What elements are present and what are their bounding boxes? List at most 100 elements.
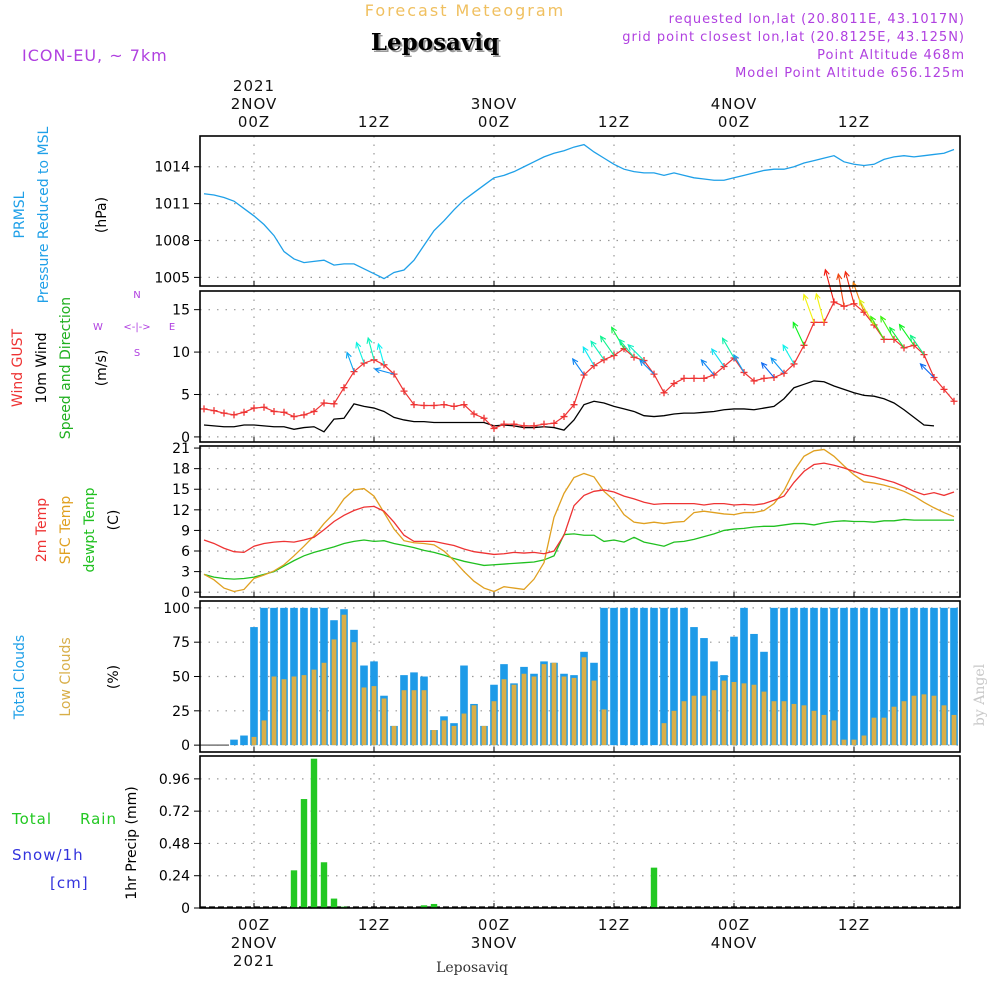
total-cloud-bar	[850, 607, 858, 746]
cloud-label-total: Total Clouds	[12, 635, 28, 720]
gust-marker	[850, 300, 858, 308]
total-cloud-bar	[250, 627, 258, 746]
low-cloud-bar	[431, 730, 437, 746]
total-cloud-bar	[840, 607, 848, 746]
gust-marker	[280, 408, 288, 416]
low-cloud-bar	[861, 735, 867, 746]
gust-marker	[610, 351, 618, 359]
temp-label-sfc: SFC Temp	[58, 496, 74, 565]
low-cloud-bar	[311, 669, 317, 746]
wind-vector-head	[792, 321, 799, 329]
temp-label-2m: 2m Temp	[34, 498, 50, 562]
wind-vector	[733, 354, 745, 373]
pressure-label-msl: Pressure Reduced to MSL	[36, 126, 52, 303]
bottom-time-label: 12Z	[598, 916, 630, 934]
y-tick-label-1-1: 5	[181, 387, 190, 403]
low-cloud-bar	[411, 690, 417, 746]
total-cloud-bar	[460, 665, 468, 746]
model-altitude: Model Point Altitude 656.125m	[735, 66, 965, 81]
gust-marker	[890, 335, 898, 343]
low-cloud-bar	[381, 698, 387, 746]
point-altitude: Point Altitude 468m	[817, 48, 965, 63]
y-tick-label-2-6: 18	[172, 462, 190, 478]
gust-marker	[510, 420, 518, 428]
low-cloud-bar	[421, 690, 427, 746]
low-cloud-bar	[891, 706, 897, 746]
low-cloud-bar	[441, 720, 447, 746]
cloud-label-unit: (%)	[106, 665, 122, 689]
total-cloud-bar	[280, 607, 288, 746]
product-title: Forecast Meteogram	[365, 1, 565, 20]
total-cloud-bar	[920, 607, 928, 746]
low-cloud-bar	[261, 720, 267, 746]
wind-vector-head	[802, 293, 809, 301]
total-cloud-bar	[870, 607, 878, 746]
gust-marker	[820, 318, 828, 326]
low-cloud-bar	[271, 676, 277, 746]
panel-frame-2	[199, 445, 961, 598]
gust-marker	[760, 374, 768, 382]
gust-marker	[750, 377, 758, 385]
total-cloud-bar	[240, 735, 248, 746]
gust-marker	[680, 374, 688, 382]
low-cloud-bar	[941, 705, 947, 746]
low-cloud-bar	[931, 695, 937, 746]
total-cloud-bar	[860, 607, 868, 746]
gust-marker	[350, 368, 358, 376]
rain-bar	[300, 799, 308, 908]
gust-marker	[950, 397, 958, 405]
gust-marker	[500, 420, 508, 428]
model-label: ICON-EU, ~ 7km	[22, 46, 168, 65]
low-cloud-bar	[361, 687, 367, 746]
gust-marker	[490, 424, 498, 432]
low-cloud-bar	[851, 739, 857, 746]
total-cloud-bar	[610, 607, 618, 746]
compass-e: E	[169, 322, 175, 333]
low-cloud-bar	[721, 680, 727, 746]
wind-vector-head	[639, 359, 646, 366]
gust-marker	[420, 402, 428, 410]
rain-bar	[320, 862, 328, 908]
rain-bar	[330, 898, 338, 908]
gust-marker	[230, 411, 238, 419]
y-tick-label-3-3: 75	[172, 635, 190, 651]
gust-marker	[320, 399, 328, 407]
low-cloud-bar	[511, 684, 517, 746]
low-cloud-bar	[801, 705, 807, 746]
wind-vector-head	[823, 268, 830, 276]
gust-marker	[200, 405, 208, 413]
wind10-line	[203, 380, 935, 433]
wind-vector-head	[582, 345, 589, 354]
gust-marker	[670, 379, 678, 387]
y-tick-label-3-0: 0	[181, 738, 190, 754]
gust-marker	[590, 362, 598, 370]
wind-vector-head	[721, 337, 728, 345]
wind-vector	[611, 327, 625, 349]
bottom-time-label: 12Z	[358, 916, 390, 934]
gust-marker	[210, 407, 218, 415]
low-cloud-bar	[821, 714, 827, 746]
sfc-line	[203, 448, 955, 593]
gust-marker	[520, 422, 528, 430]
low-cloud-bar	[471, 705, 477, 746]
low-cloud-bar	[341, 614, 347, 746]
gust-marker	[810, 318, 818, 326]
top-time-label: 00Z	[478, 113, 510, 131]
gust-marker	[780, 369, 788, 377]
cloud-label-low: Low Clouds	[58, 637, 74, 716]
total-cloud-bar	[620, 607, 628, 746]
wind-vector-head	[919, 363, 927, 370]
low-cloud-bar	[751, 684, 757, 746]
footer-location: Leposaviq	[436, 960, 508, 976]
wind-vector	[572, 358, 585, 376]
gust-marker	[570, 401, 578, 409]
y-tick-label-4-1: 0.24	[159, 869, 190, 885]
total-cloud-bar	[830, 607, 838, 746]
wind-vector	[627, 344, 645, 361]
wind-vector-head	[700, 358, 708, 366]
wind-vector-head	[843, 270, 850, 278]
wind-vector	[590, 340, 605, 361]
compass-w: W	[93, 322, 103, 333]
low-cloud-bar	[501, 679, 507, 746]
precip-labels: Total Rain Snow/1h [cm] 1hr Precip (mm)	[11, 786, 140, 899]
